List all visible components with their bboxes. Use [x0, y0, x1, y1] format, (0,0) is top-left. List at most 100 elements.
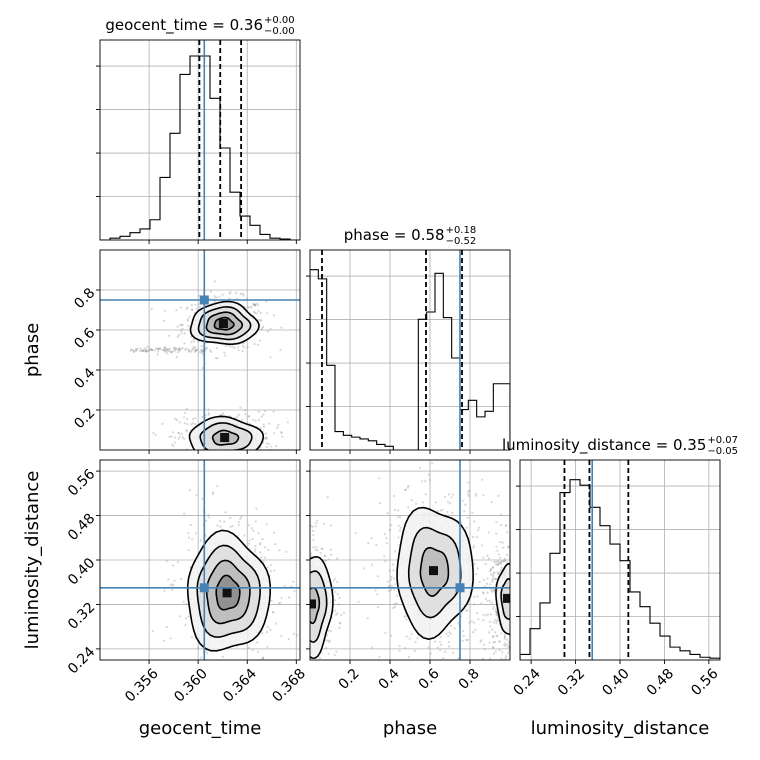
- sample-point: [258, 551, 262, 554]
- sample-point: [241, 349, 244, 353]
- x-tick-label-geocent_time: 0.368: [269, 666, 309, 706]
- sample-point: [164, 345, 167, 349]
- sample-point: [185, 602, 188, 605]
- sample-point: [265, 445, 269, 449]
- sample-point: [340, 613, 343, 617]
- sample-point: [260, 319, 263, 322]
- sample-point: [488, 620, 491, 623]
- sample-point: [182, 600, 185, 603]
- sample-point: [392, 577, 395, 580]
- sample-point: [269, 628, 272, 631]
- sample-point: [283, 584, 286, 587]
- sample-point: [329, 630, 333, 633]
- sample-point: [481, 478, 484, 481]
- sample-point: [164, 347, 167, 350]
- sample-point: [386, 580, 389, 583]
- sample-point: [479, 640, 482, 643]
- sample-point: [178, 346, 181, 350]
- sample-point: [407, 484, 410, 487]
- contour-line: [310, 555, 334, 660]
- sample-point: [492, 641, 495, 644]
- sample-point: [338, 626, 341, 630]
- sample-point: [193, 350, 196, 353]
- sample-point: [391, 584, 394, 588]
- sample-point: [334, 613, 338, 616]
- sample-point: [290, 585, 293, 588]
- sample-point: [507, 546, 510, 549]
- sample-point: [252, 418, 255, 421]
- sample-point: [393, 508, 396, 511]
- sample-point: [463, 510, 466, 513]
- sample-point: [384, 560, 387, 563]
- sample-point: [277, 423, 280, 427]
- sample-point: [192, 338, 195, 341]
- sample-point: [171, 564, 175, 567]
- pair-inner: [100, 460, 300, 660]
- sample-point: [254, 520, 257, 523]
- sample-point: [483, 643, 486, 646]
- sample-point: [315, 546, 318, 549]
- sample-point: [448, 631, 451, 634]
- sample-point: [398, 649, 401, 653]
- sample-point: [370, 563, 374, 566]
- sample-point: [269, 564, 272, 567]
- sample-point: [243, 346, 246, 349]
- sample-point: [165, 560, 168, 563]
- y-tick-label-luminosity_distance: 0.24: [65, 644, 98, 677]
- sample-point: [181, 346, 184, 350]
- sample-point: [190, 303, 193, 307]
- sample-point: [274, 543, 277, 546]
- x-tick-label-luminosity_distance: 0.40: [599, 666, 632, 699]
- sample-point: [228, 292, 231, 295]
- sample-point: [149, 347, 152, 350]
- sample-point: [247, 542, 250, 545]
- sample-point: [257, 318, 260, 322]
- sample-point: [424, 493, 427, 496]
- sample-point: [489, 613, 492, 616]
- sample-point: [392, 494, 396, 498]
- sample-point: [257, 419, 261, 422]
- sample-point: [185, 347, 188, 350]
- sample-point: [154, 433, 157, 437]
- sample-point: [196, 646, 199, 649]
- sample-point: [218, 295, 221, 298]
- sample-point: [496, 614, 499, 617]
- sample-point: [269, 356, 272, 359]
- sample-point: [447, 493, 450, 496]
- sample-point: [495, 635, 498, 638]
- sample-point: [392, 606, 395, 610]
- sample-point: [191, 422, 194, 425]
- y-axis-label-luminosity_distance: luminosity_distance: [22, 471, 43, 650]
- sample-point: [145, 350, 148, 353]
- sample-point: [491, 576, 494, 579]
- pair-panel-phase-luminosity_distance: [306, 459, 511, 664]
- sample-point: [333, 577, 336, 580]
- sample-point: [451, 511, 454, 515]
- sample-point: [260, 328, 263, 331]
- sample-point: [472, 631, 475, 634]
- sample-point: [329, 548, 332, 551]
- sample-point: [261, 327, 264, 330]
- sample-point: [236, 415, 239, 418]
- sample-point: [494, 578, 497, 581]
- sample-point: [141, 349, 144, 353]
- sample-point: [399, 526, 403, 529]
- sample-point: [397, 509, 400, 512]
- sample-point: [247, 646, 251, 649]
- sample-point: [476, 612, 479, 615]
- x-tick-label-luminosity_distance: 0.56: [688, 666, 721, 699]
- sample-point: [174, 347, 177, 350]
- truth-marker: [199, 295, 209, 305]
- sample-point: [482, 556, 485, 559]
- sample-point: [474, 628, 477, 631]
- sample-point: [150, 348, 153, 351]
- sample-point: [188, 315, 191, 318]
- title-geocent_time: geocent_time = 0.36 +0.00−0.00: [105, 15, 294, 37]
- sample-point: [494, 608, 497, 611]
- sample-point: [242, 294, 245, 297]
- sample-point: [266, 625, 269, 628]
- sample-point: [505, 524, 508, 527]
- sample-point: [192, 345, 195, 349]
- sample-point: [219, 525, 222, 528]
- sample-point: [492, 566, 495, 569]
